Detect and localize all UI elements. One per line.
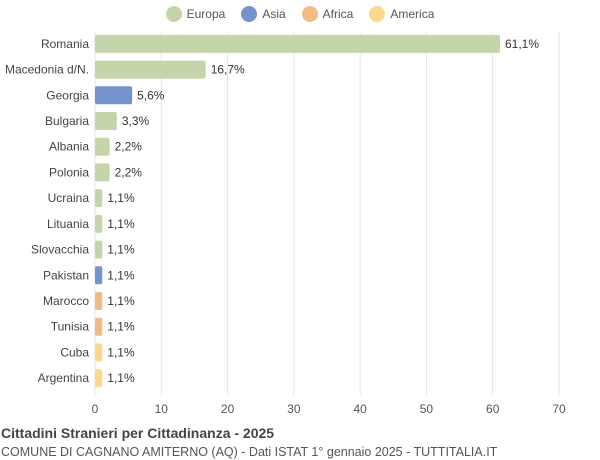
category-label: Lituania (47, 217, 89, 231)
chart-legend: Europa Asia Africa America (0, 6, 600, 22)
bar (95, 112, 117, 130)
legend-label-asia: Asia (262, 7, 286, 21)
bar (95, 240, 103, 259)
x-tick-label: 40 (353, 402, 367, 416)
data-label: 3,3% (122, 114, 150, 128)
x-tick-label: 10 (155, 402, 169, 416)
legend-swatch-america (369, 6, 386, 22)
legend-swatch-africa (301, 6, 318, 22)
category-label: Tunisia (51, 320, 90, 334)
chart-title: Cittadini Stranieri per Cittadinanza - 2… (1, 425, 275, 441)
data-label: 1,1% (107, 371, 135, 385)
bar (95, 317, 103, 336)
bar (95, 86, 133, 105)
data-label: 16,7% (211, 63, 245, 77)
data-label: 1,1% (107, 268, 135, 282)
category-label: Cuba (60, 345, 89, 359)
legend-label-america: America (390, 7, 435, 21)
data-label: 1,1% (107, 191, 135, 205)
data-label: 1,1% (107, 217, 135, 231)
data-label: 2,2% (115, 140, 143, 154)
bar (95, 292, 103, 310)
data-label: 61,1% (505, 37, 539, 51)
x-tick-label: 0 (92, 402, 99, 416)
bar (95, 34, 501, 53)
category-label: Albania (49, 140, 89, 154)
legend-item-america: America (369, 6, 434, 22)
category-label: Bulgaria (45, 114, 89, 128)
bar-chart: 0 10 20 30 40 50 60 70 Romania 61,1% Macedonia d/N… (5, 31, 566, 416)
data-label: 1,1% (107, 320, 135, 334)
legend-label-europa: Europa (186, 7, 226, 21)
category-label: Slovacchia (31, 243, 89, 257)
data-label: 1,1% (107, 294, 135, 308)
category-label: Argentina (38, 371, 90, 385)
bar (95, 369, 103, 388)
x-tick-label: 60 (486, 402, 500, 416)
data-label: 1,1% (107, 243, 135, 257)
chart-subtitle: COMUNE DI CAGNANO AMITERNO (AQ) - Dati I… (1, 445, 498, 459)
bar (95, 343, 103, 362)
category-label: Pakistan (43, 268, 89, 282)
legend-item-africa: Africa (301, 6, 354, 22)
legend-label-africa: Africa (322, 7, 354, 21)
data-label: 5,6% (137, 88, 165, 102)
bar (95, 266, 103, 285)
bar (95, 137, 110, 156)
data-label: 1,1% (107, 345, 135, 359)
category-label: Romania (41, 37, 89, 51)
category-label: Ucraina (48, 191, 90, 205)
category-label: Macedonia d/N. (5, 63, 89, 77)
x-tick-label: 70 (552, 402, 566, 416)
legend-swatch-europa (165, 6, 182, 22)
legend-swatch-asia (241, 6, 258, 22)
category-label: Georgia (46, 88, 89, 102)
category-label: Marocco (43, 294, 89, 308)
data-label: 2,2% (115, 165, 143, 179)
x-tick-label: 30 (287, 402, 301, 416)
category-label: Polonia (49, 165, 89, 179)
legend-item-asia: Asia (241, 6, 286, 22)
bar (95, 214, 103, 233)
x-tick-label: 20 (221, 402, 235, 416)
legend-item-europa: Europa (165, 6, 226, 22)
bar (95, 163, 110, 182)
bar (95, 60, 206, 79)
x-tick-label: 50 (420, 402, 434, 416)
bar (95, 189, 103, 208)
